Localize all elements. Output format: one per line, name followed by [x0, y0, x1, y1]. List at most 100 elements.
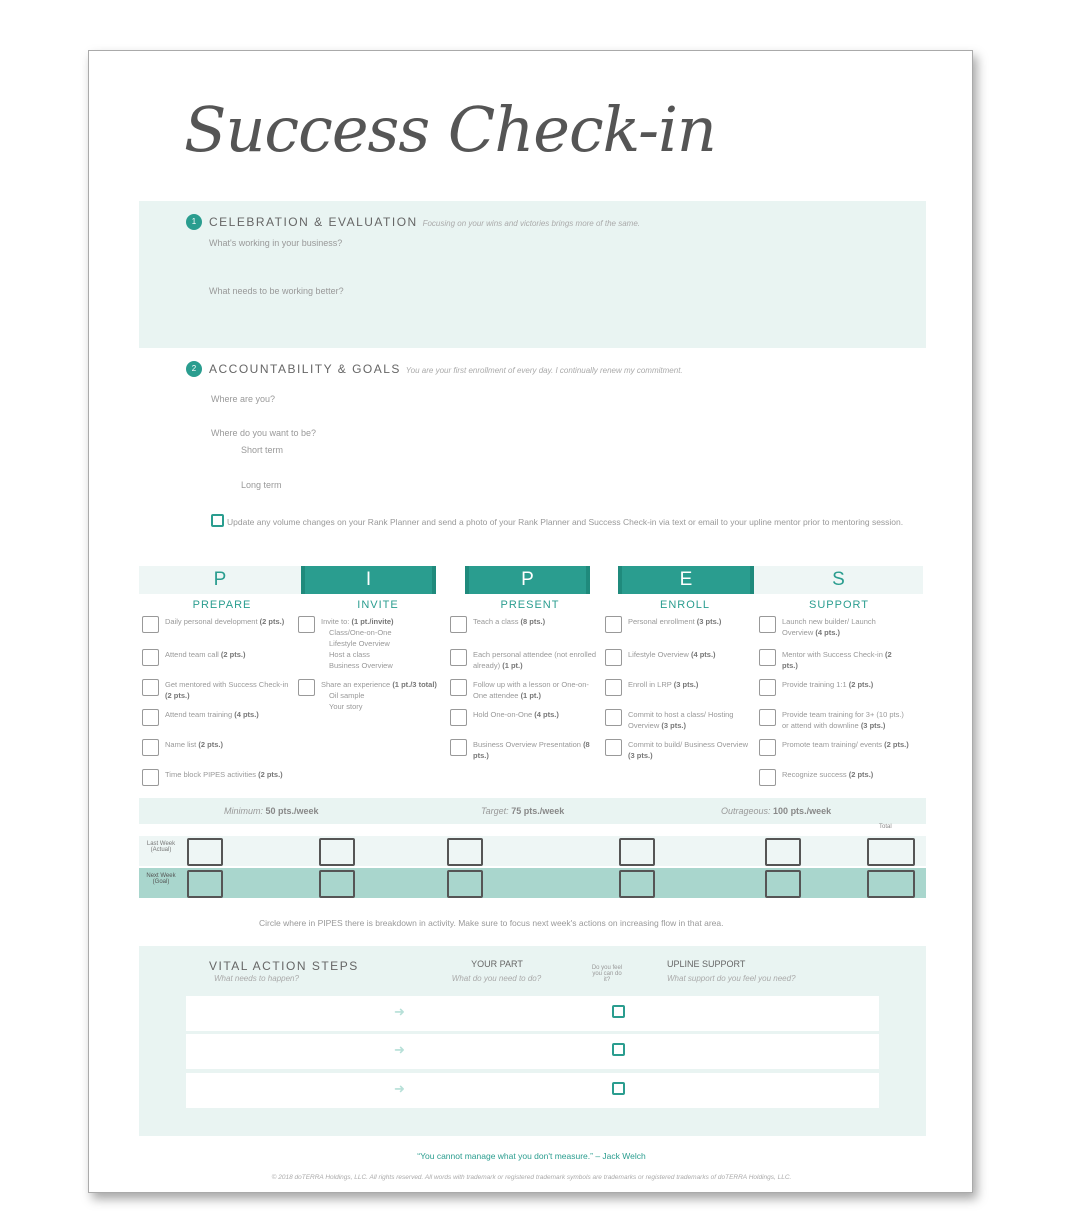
activity-checkbox[interactable]: [142, 769, 159, 786]
score-row-goal: [139, 868, 926, 898]
score-box[interactable]: [447, 870, 483, 898]
pipes-activity: Commit to build/ Business Overview (3 pt…: [605, 739, 755, 761]
activity-checkbox[interactable]: [142, 616, 159, 633]
total-score-box[interactable]: [867, 838, 915, 866]
pipes-activity: Follow up with a lesson or One-on-One at…: [450, 679, 600, 701]
pipes-column-heading: ENROLL: [659, 599, 711, 611]
pipes-letter: S: [754, 566, 923, 594]
question: Where do you want to be?: [211, 428, 317, 438]
activity-checkbox[interactable]: [605, 709, 622, 726]
pipes-column-heading: PRESENT: [500, 599, 560, 611]
can-do-checkbox[interactable]: [612, 1005, 625, 1018]
question: Short term: [241, 445, 284, 455]
score-box[interactable]: [765, 838, 801, 866]
page-title: Success Check-in: [184, 93, 717, 166]
upline-heading: UPLINE SUPPORT: [667, 959, 746, 969]
pipes-column-heading: PREPARE: [192, 599, 252, 611]
score-box[interactable]: [187, 838, 223, 866]
score-box[interactable]: [619, 870, 655, 898]
activity-checkbox[interactable]: [759, 679, 776, 696]
activity-checkbox[interactable]: [605, 649, 622, 666]
activity-label: Hold One-on-One (4 pts.): [473, 710, 559, 719]
quote: “You cannot manage what you don't measur…: [417, 1151, 646, 1161]
activity-label: Invite to: (1 pt./invite) Class/One-on-On…: [321, 617, 394, 670]
activity-label: Mentor with Success Check-in (2 pts.): [782, 650, 892, 670]
pipes-activity: Promote team training/ events (2 pts.): [759, 739, 909, 756]
action-step-row[interactable]: ➜: [186, 1034, 879, 1069]
pipes-activity: Teach a class (8 pts.): [450, 616, 600, 633]
activity-checkbox[interactable]: [605, 739, 622, 756]
activity-checkbox[interactable]: [759, 739, 776, 756]
activity-checkbox[interactable]: [450, 649, 467, 666]
target-minimum: Minimum: 50 pts./week: [224, 806, 319, 816]
activity-checkbox[interactable]: [605, 616, 622, 633]
pipes-letter: E: [618, 566, 754, 594]
activity-sub-item: Lifestyle Overview: [329, 639, 390, 648]
question: What's working in your business?: [209, 238, 343, 248]
activity-sub-item: Class/One-on-One: [329, 628, 392, 637]
update-checkbox[interactable]: [211, 514, 224, 527]
activity-label: Teach a class (8 pts.): [473, 617, 546, 626]
pipes-activity: Provide training 1:1 (2 pts.): [759, 679, 909, 696]
score-row-actual: [139, 836, 926, 866]
pipes-letter: P: [139, 566, 301, 594]
section-number: 2: [186, 361, 202, 377]
target-target: Target: 75 pts./week: [481, 806, 565, 816]
total-label: Total: [879, 824, 892, 830]
activity-checkbox[interactable]: [759, 616, 776, 633]
score-box[interactable]: [319, 870, 355, 898]
activity-checkbox[interactable]: [759, 709, 776, 726]
your-part-sub: What do you need to do?: [451, 974, 542, 983]
pipes-activity: Attend team call (2 pts.): [142, 649, 292, 666]
action-step-row[interactable]: ➜: [186, 1073, 879, 1108]
pipes-activity: Hold One-on-One (4 pts.): [450, 709, 600, 726]
worksheet-page: Success Check-in 1 CELEBRATION & EVALUAT…: [88, 50, 973, 1193]
activity-checkbox[interactable]: [142, 649, 159, 666]
question: Where are you?: [211, 394, 276, 404]
total-score-box[interactable]: [867, 870, 915, 898]
pipes-activity: Business Overview Presentation (8 pts.): [450, 739, 600, 761]
can-do-checkbox[interactable]: [612, 1082, 625, 1095]
activity-checkbox[interactable]: [142, 709, 159, 726]
activity-checkbox[interactable]: [450, 739, 467, 756]
activity-label: Commit to build/ Business Overview (3 pt…: [628, 740, 749, 760]
arrow-right-icon: ➜: [394, 1081, 405, 1096]
celebration-section: [139, 201, 926, 348]
activity-checkbox[interactable]: [605, 679, 622, 696]
section-heading: CELEBRATION & EVALUATION Focusing on you…: [209, 215, 640, 229]
pipes-activity: Personal enrollment (3 pts.): [605, 616, 755, 633]
activity-checkbox[interactable]: [142, 679, 159, 696]
score-box[interactable]: [619, 838, 655, 866]
score-box[interactable]: [319, 838, 355, 866]
question: What needs to be working better?: [209, 286, 344, 296]
row-label: Last Week (Actual): [146, 841, 176, 853]
pipes-activity: Enroll in LRP (3 pts.): [605, 679, 755, 696]
pipes-activity: Commit to host a class/ Hosting Overview…: [605, 709, 755, 731]
pipes-letter: P: [465, 566, 590, 594]
activity-sub-item: Oil sample: [329, 691, 365, 700]
activity-label: Business Overview Presentation (8 pts.): [473, 740, 590, 760]
activity-checkbox[interactable]: [759, 649, 776, 666]
vital-heading: VITAL ACTION STEPS: [209, 959, 359, 973]
activity-label: Commit to host a class/ Hosting Overview…: [628, 710, 734, 730]
activity-label: Attend team call (2 pts.): [165, 650, 246, 659]
activity-sub-item: Your story: [329, 702, 363, 711]
action-step-row[interactable]: ➜: [186, 996, 879, 1031]
activity-checkbox[interactable]: [450, 616, 467, 633]
activity-checkbox[interactable]: [450, 679, 467, 696]
score-box[interactable]: [765, 870, 801, 898]
activity-checkbox[interactable]: [450, 709, 467, 726]
update-instruction: Update any volume changes on your Rank P…: [227, 517, 904, 527]
score-box[interactable]: [187, 870, 223, 898]
activity-label: Promote team training/ events (2 pts.): [782, 740, 909, 749]
activity-label: Daily personal development (2 pts.): [165, 617, 285, 626]
pipes-activity: Lifestyle Overview (4 pts.): [605, 649, 755, 666]
pipes-activity: Get mentored with Success Check-in (2 pt…: [142, 679, 292, 701]
can-do-checkbox[interactable]: [612, 1043, 625, 1056]
activity-checkbox[interactable]: [142, 739, 159, 756]
pipes-column-heading: SUPPORT: [809, 599, 869, 611]
activity-checkbox[interactable]: [298, 679, 315, 696]
score-box[interactable]: [447, 838, 483, 866]
activity-checkbox[interactable]: [298, 616, 315, 633]
activity-checkbox[interactable]: [759, 769, 776, 786]
